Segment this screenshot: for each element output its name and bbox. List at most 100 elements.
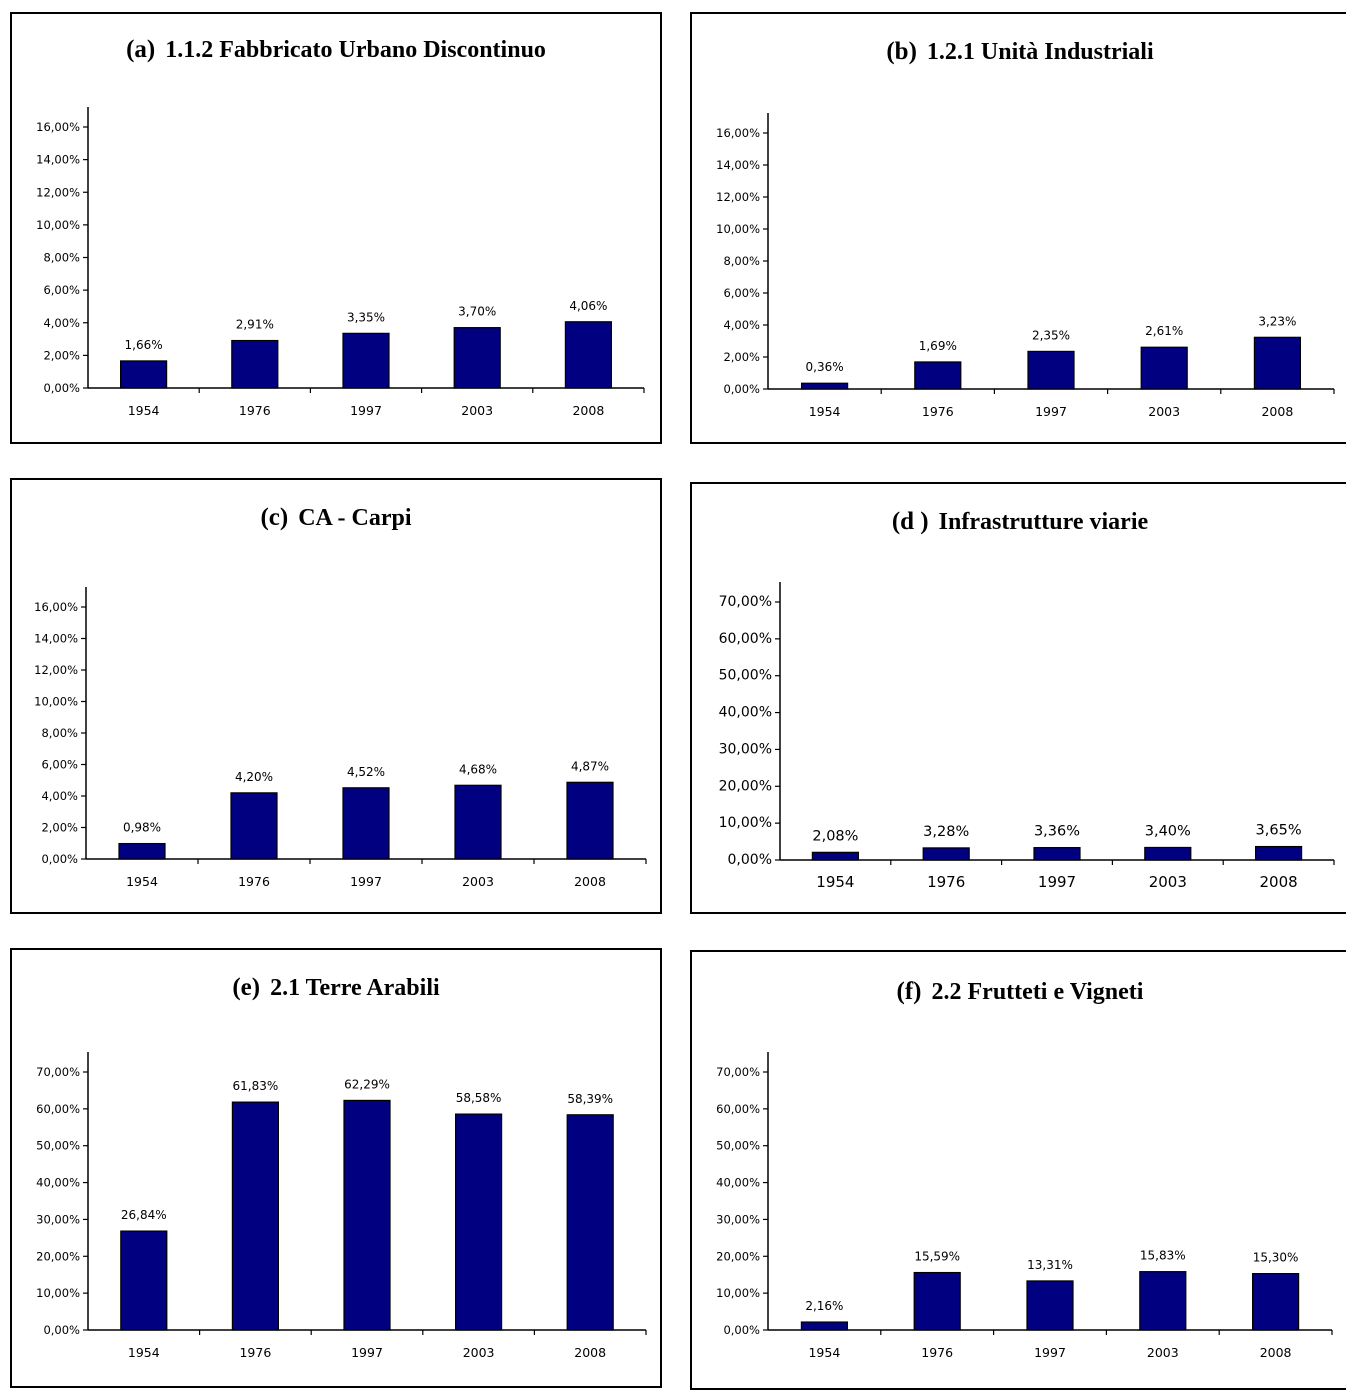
bar <box>231 339 279 389</box>
chart-title: (b) 1.2.1 Unità Industriali <box>692 38 1346 66</box>
y-tick-label: 8,00% <box>723 254 760 268</box>
x-tick-label: 1997 <box>1035 404 1067 419</box>
x-tick-label: 1997 <box>351 1345 383 1360</box>
x-tick-label: 1954 <box>808 1345 840 1360</box>
bar <box>1033 847 1081 861</box>
bar <box>913 1271 961 1331</box>
bar <box>566 781 614 860</box>
bar <box>922 847 970 861</box>
x-tick-label: 2008 <box>1260 873 1298 891</box>
data-label: 4,87% <box>571 759 609 773</box>
chart-title: (f) 2.2 Frutteti e Vigneti <box>692 978 1346 1006</box>
chart-panel-e: (e) 2.1 Terre Arabili 0,00% 10,00% 20,00% 30… <box>10 948 662 1388</box>
y-tick-label: 4,00% <box>723 318 760 332</box>
x-tick-label: 2003 <box>463 1345 495 1360</box>
y-tick-label: 20,00% <box>719 778 772 794</box>
data-label: 4,06% <box>569 299 607 313</box>
bar <box>1253 336 1302 390</box>
y-tick-label: 0,00% <box>723 382 760 396</box>
title-text: 1.1.2 Fabbricato Urbano Discontinuo <box>165 37 546 63</box>
x-tick-label: 1954 <box>816 873 854 891</box>
x-tick-label: 1954 <box>809 404 841 419</box>
data-label: 2,91% <box>236 318 274 332</box>
bar <box>118 842 166 860</box>
bar-chart: 0,00% 10,00% 20,00% 30,00% 40,00% 50,00% 60,00… <box>36 1052 647 1360</box>
panel-label: (e) <box>232 974 261 1001</box>
bar <box>453 327 501 389</box>
y-tick-label: 0,00% <box>728 852 772 868</box>
y-tick-label: 8,00% <box>41 726 78 740</box>
data-label: 13,31% <box>1027 1258 1073 1272</box>
y-tick-label: 70,00% <box>716 1065 760 1079</box>
title-text: 1.2.1 Unità Industriali <box>926 39 1154 65</box>
x-tick-label: 1954 <box>128 1345 160 1360</box>
data-label: 4,20% <box>235 770 273 784</box>
x-tick-label: 1976 <box>921 1345 953 1360</box>
y-tick-label: 10,00% <box>716 222 760 236</box>
bar <box>1026 1280 1074 1331</box>
y-tick-label: 20,00% <box>36 1249 80 1263</box>
data-label: 3,65% <box>1256 823 1302 839</box>
bar <box>455 1113 503 1331</box>
panel-label: (c) <box>260 504 289 531</box>
panel-label: (d ) <box>891 508 929 535</box>
chart-title: (e) 2.1 Terre Arabili <box>12 974 660 1002</box>
bar <box>230 792 278 860</box>
data-label: 4,68% <box>459 762 497 776</box>
y-tick-label: 16,00% <box>36 120 80 134</box>
y-tick-label: 0,00% <box>41 852 78 866</box>
bar <box>1251 1273 1300 1331</box>
y-tick-label: 4,00% <box>41 789 78 803</box>
bar <box>800 1321 849 1331</box>
x-tick-label: 2008 <box>1260 1345 1292 1360</box>
y-tick-label: 0,00% <box>43 1323 80 1337</box>
x-tick-label: 2003 <box>1149 873 1187 891</box>
y-tick-label: 30,00% <box>719 741 772 757</box>
bar <box>342 787 390 860</box>
y-tick-label: 2,00% <box>41 821 78 835</box>
data-label: 3,28% <box>923 824 969 840</box>
data-label: 1,66% <box>125 338 163 352</box>
data-label: 15,59% <box>914 1250 960 1264</box>
data-label: 62,29% <box>344 1077 390 1091</box>
chart-title: (c) CA - Carpi <box>12 504 660 532</box>
title-text: CA - Carpi <box>298 505 412 531</box>
data-label: 4,52% <box>347 765 385 779</box>
bar <box>800 382 849 390</box>
data-label: 15,30% <box>1253 1251 1299 1265</box>
data-label: 2,16% <box>805 1299 843 1313</box>
chart-title: (a) 1.1.2 Fabbricato Urbano Discontinuo <box>12 36 660 64</box>
x-tick-label: 2008 <box>1261 404 1293 419</box>
y-tick-label: 50,00% <box>36 1139 80 1153</box>
y-tick-label: 14,00% <box>36 153 80 167</box>
x-tick-label: 1976 <box>239 1345 271 1360</box>
y-tick-label: 60,00% <box>719 631 772 647</box>
y-tick-label: 70,00% <box>719 594 772 610</box>
bar-chart: 0,00% 2,00% 4,00% 6,00% 8,00% 10,00% 12,00% 14,… <box>34 587 647 889</box>
bar <box>811 851 860 861</box>
y-tick-label: 2,00% <box>723 350 760 364</box>
y-tick-label: 10,00% <box>36 1286 80 1300</box>
data-label: 2,61% <box>1145 324 1183 338</box>
y-tick-label: 10,00% <box>36 218 80 232</box>
data-label: 3,35% <box>347 310 385 324</box>
bar <box>564 321 613 389</box>
data-label: 61,83% <box>233 1079 279 1093</box>
y-tick-label: 16,00% <box>716 126 760 140</box>
bar-chart: 0,00% 10,00% 20,00% 30,00% 40,00% 50,00% 60,00… <box>719 582 1335 891</box>
x-tick-label: 1976 <box>927 873 965 891</box>
data-label: 2,08% <box>812 828 858 844</box>
x-tick-label: 2003 <box>461 403 493 418</box>
x-tick-label: 1976 <box>922 404 954 419</box>
y-tick-label: 12,00% <box>716 190 760 204</box>
data-label: 3,36% <box>1034 824 1080 840</box>
x-tick-label: 2008 <box>572 403 604 418</box>
bar <box>343 1099 391 1331</box>
y-tick-label: 40,00% <box>36 1176 80 1190</box>
bar <box>120 1230 168 1331</box>
x-tick-label: 2003 <box>1147 1345 1179 1360</box>
chart-panel-f: (f) 2.2 Frutteti e Vigneti 0,00% 10,00% 20,… <box>690 950 1346 1390</box>
x-tick-label: 1976 <box>239 403 271 418</box>
x-tick-label: 2003 <box>1148 404 1180 419</box>
y-tick-label: 30,00% <box>716 1212 760 1226</box>
